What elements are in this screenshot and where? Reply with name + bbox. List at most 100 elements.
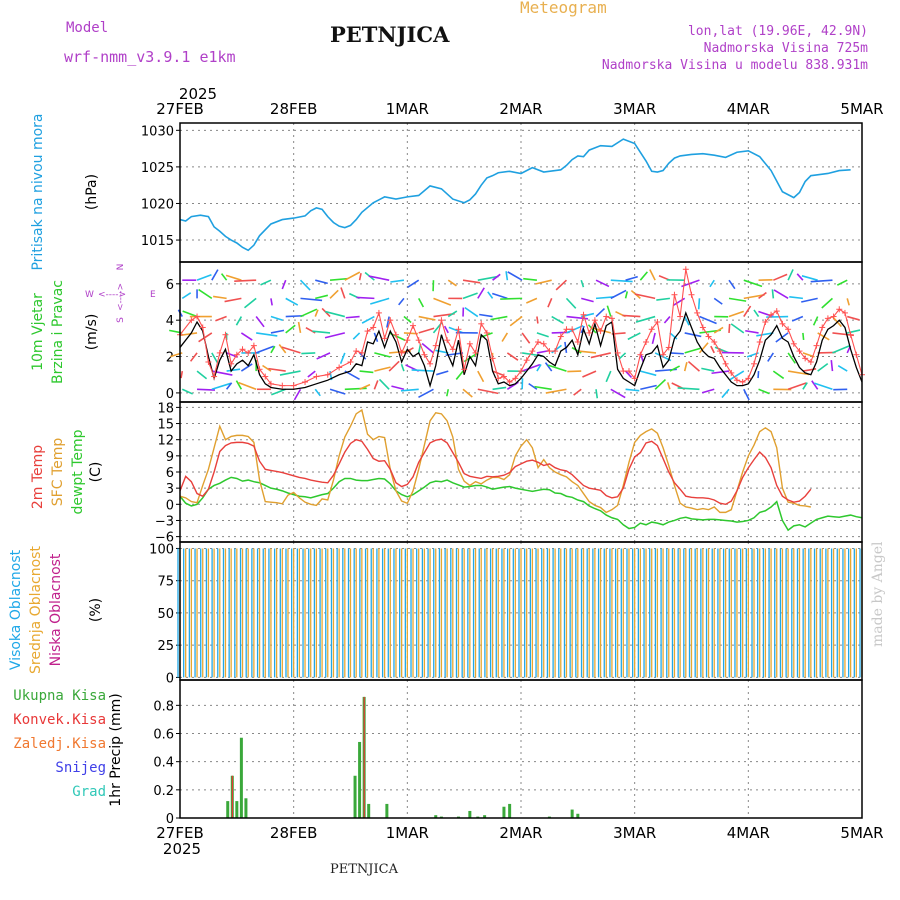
- wind-arrow: [361, 315, 375, 324]
- panel-frame-pressure: [179, 122, 863, 263]
- wind-arrow: [447, 279, 457, 287]
- wind-arrow: [368, 275, 390, 281]
- wind-arrow: [681, 279, 700, 288]
- wind-arrow: [407, 279, 420, 288]
- wind-arrow: [211, 382, 231, 391]
- wind-arrow: [836, 279, 848, 286]
- wind-arrow: [345, 315, 360, 319]
- wind-arrow: [477, 388, 499, 395]
- wind-arrow: [299, 279, 311, 291]
- ytick-label-cloud: 100: [149, 542, 174, 557]
- wind-arrow: [640, 370, 657, 377]
- wind-arrow: [753, 309, 760, 317]
- compass-e: E: [150, 290, 156, 300]
- wind-arrow: [278, 344, 287, 354]
- wind-arrow: [610, 279, 633, 283]
- wind-arrow: [745, 329, 759, 334]
- precip-total-bar: [570, 809, 574, 818]
- wind-arrow: [300, 297, 323, 302]
- wind-arrow: [300, 308, 318, 318]
- wind-arrow: [418, 388, 434, 399]
- wind-arrow: [713, 297, 723, 305]
- wind-arrow: [464, 306, 479, 318]
- precip-total-bar: [239, 737, 243, 818]
- wind-arrow: [683, 361, 688, 372]
- wind-unit: (m/s): [84, 314, 100, 351]
- wind-arrow: [651, 332, 656, 345]
- ytick-label-wind: 0: [166, 387, 174, 402]
- wind-arrow: [225, 274, 242, 281]
- compass-sn: <---->: [116, 283, 126, 311]
- wind-arrow: [677, 387, 700, 391]
- wind-arrow: [213, 295, 227, 300]
- year-label-bottom: 2025: [163, 840, 201, 858]
- wind-arrow: [830, 360, 834, 372]
- ytick-label-precip: 0.8: [153, 699, 174, 714]
- wind-arrow: [307, 370, 316, 378]
- compass-we: <---->: [98, 290, 126, 300]
- wind-arrow: [555, 279, 568, 291]
- wind-arrow: [713, 326, 724, 334]
- wind-arrow: [544, 362, 553, 372]
- day-label-bottom: 4MAR: [727, 824, 770, 842]
- ytick-label-pressure: 1020: [141, 197, 174, 212]
- wind-arrow: [684, 332, 702, 338]
- wind-arrow: [771, 289, 775, 299]
- dewpt-ylabel: dewpt Temp: [70, 429, 86, 514]
- altitude-label: Nadmorska Visina 725m: [703, 41, 868, 56]
- wind-arrow: [226, 368, 241, 372]
- wind-arrow: [684, 347, 701, 354]
- wind-arrow: [403, 315, 412, 324]
- compass-s: S: [116, 317, 126, 323]
- wind-arrow: [243, 297, 257, 309]
- compass-n: N: [116, 264, 126, 271]
- day-label-top: 1MAR: [386, 100, 429, 118]
- wind-arrow: [832, 345, 850, 354]
- precip-total-bar: [235, 801, 239, 818]
- mid-cloud-ylabel: Srednja Oblacnost: [28, 546, 44, 674]
- ytick-label-temperature: 3: [166, 482, 174, 497]
- wind-arrow: [492, 386, 507, 391]
- day-label-bottom: 1MAR: [386, 824, 429, 842]
- wind-arrow: [578, 350, 597, 354]
- wind-arrow: [198, 288, 213, 300]
- wind-arrow: [772, 370, 785, 380]
- wind-arrow: [181, 292, 192, 300]
- precip-total-bar: [358, 741, 362, 818]
- model-altitude-label: Nadmorska Visina u modelu 838.931m: [601, 58, 868, 73]
- ytick-label-precip: 0.2: [153, 784, 174, 799]
- wind-arrow: [639, 271, 648, 281]
- ytick-label-wind: 4: [166, 314, 174, 329]
- wind-arrow: [773, 289, 789, 300]
- day-label-top: 2MAR: [499, 100, 542, 118]
- wind-arrow: [260, 279, 272, 286]
- wind-arrow: [669, 365, 680, 372]
- wind-arrow: [224, 297, 242, 303]
- wind-arrow: [447, 310, 458, 318]
- wind-arrow: [477, 370, 485, 383]
- wind-arrow: [521, 363, 541, 372]
- wind-arrow: [270, 345, 276, 354]
- wind-arrow: [606, 305, 612, 317]
- wind-arrow: [281, 279, 287, 290]
- wind-arrow: [446, 389, 450, 397]
- wind-arrow: [669, 352, 684, 355]
- model-label: Model: [66, 20, 109, 36]
- wind-arrow: [581, 297, 594, 303]
- wind-arrow: [582, 370, 597, 378]
- ytick-label-temperature: 15: [157, 418, 174, 433]
- wind-arrow: [699, 315, 717, 325]
- wind-arrow: [605, 370, 612, 383]
- wind-arrow: [235, 316, 243, 326]
- precip-total-bar: [367, 803, 371, 818]
- wind-arrow: [802, 368, 817, 372]
- panel-frame-wind: [179, 261, 863, 403]
- wind-arrow: [536, 363, 542, 372]
- cloud-unit: (%): [88, 598, 104, 622]
- precip-total-bar: [385, 803, 389, 818]
- wind-arrow: [315, 294, 329, 300]
- wind-arrow: [796, 273, 804, 281]
- wind-arrow: [479, 313, 493, 318]
- ytick-label-temperature: −6: [155, 531, 174, 546]
- wind-arrow: [767, 352, 775, 362]
